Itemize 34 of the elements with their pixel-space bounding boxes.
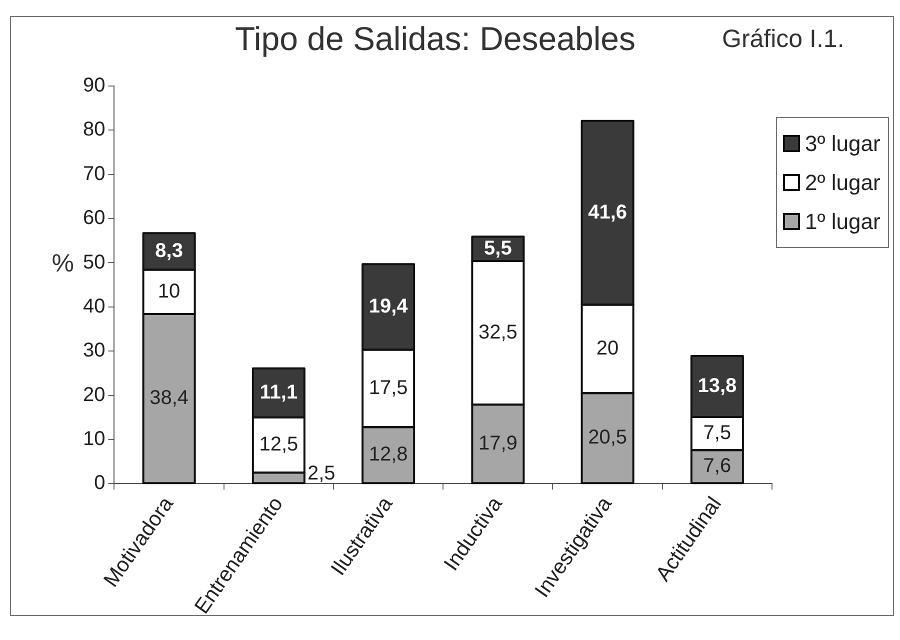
data-label: 7,6	[703, 455, 732, 478]
y-tick-label: 90	[82, 74, 106, 97]
data-label: 17,5	[368, 376, 408, 399]
legend-label: 3º lugar	[805, 130, 880, 156]
chart-title: Tipo de Salidas: Deseables	[235, 20, 636, 58]
data-label: 19,4	[368, 295, 409, 318]
data-label: 20	[596, 337, 619, 360]
chart-subtitle: Gráfico I.1.	[722, 25, 844, 54]
data-label: 12,5	[259, 434, 298, 456]
data-label: 10	[158, 280, 180, 302]
y-tick-label: 20	[82, 384, 106, 406]
y-tick-label: 80	[82, 118, 106, 141]
y-axis-title: %	[52, 250, 74, 278]
data-label: 2,5	[307, 462, 336, 484]
y-tick-label: 60	[82, 207, 106, 230]
data-label: 20,5	[588, 426, 628, 449]
y-tick-label: 30	[82, 340, 106, 362]
data-label: 5,5	[484, 237, 512, 260]
data-label: 38,4	[150, 387, 189, 410]
data-label: 17,9	[478, 432, 518, 454]
text: 2º lugar	[805, 170, 880, 196]
y-tick-label: 10	[82, 428, 106, 450]
data-label: 7,5	[703, 422, 732, 444]
data-label: 11,1	[260, 381, 298, 404]
data-label: 32,5	[478, 321, 518, 344]
data-label: 13,8	[698, 374, 737, 397]
legend-label: 1º lugar	[805, 208, 880, 234]
data-label: 8,3	[155, 240, 183, 262]
y-tick-label: 0	[94, 472, 106, 494]
y-tick-label: 70	[82, 162, 106, 185]
y-tick-label: 50	[82, 251, 106, 274]
data-label: 12,8	[368, 444, 408, 466]
y-tick-label: 40	[82, 295, 106, 318]
data-label: 41,6	[588, 201, 628, 224]
